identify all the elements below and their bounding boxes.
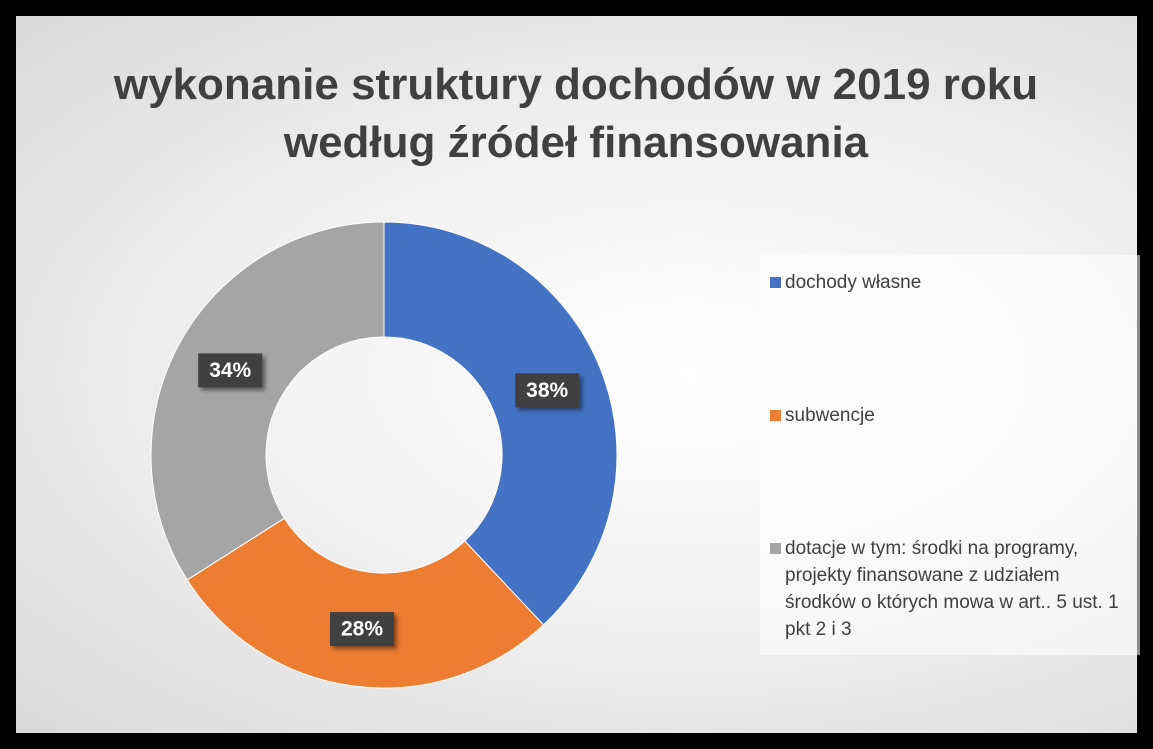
legend-swatch bbox=[770, 277, 781, 288]
value-label-box bbox=[515, 373, 580, 408]
legend-swatch bbox=[770, 410, 781, 421]
value-label-box bbox=[330, 612, 395, 647]
donut-slice bbox=[383, 221, 618, 626]
donut-slice bbox=[186, 517, 545, 689]
legend-item: dochody własne bbox=[770, 269, 1140, 402]
legend-label: dotacje w tym: środki na programy, proje… bbox=[785, 538, 1119, 640]
legend-item: subwencje bbox=[770, 402, 1140, 535]
value-label-box bbox=[198, 353, 263, 388]
chart-title: wykonanie struktury dochodów w 2019 roku… bbox=[113, 60, 1039, 167]
legend-item: dotacje w tym: środki na programy, proje… bbox=[770, 535, 1140, 668]
legend-label: subwencje bbox=[785, 405, 875, 426]
value-label: 28% bbox=[341, 618, 383, 641]
donut-slice bbox=[150, 221, 385, 581]
value-label: 38% bbox=[526, 379, 568, 402]
value-label: 34% bbox=[209, 359, 251, 382]
legend: dochody własne subwencje dotacje w tym: śr… bbox=[760, 255, 1140, 655]
legend-label: dochody własne bbox=[785, 272, 922, 293]
legend-swatch bbox=[770, 543, 781, 554]
